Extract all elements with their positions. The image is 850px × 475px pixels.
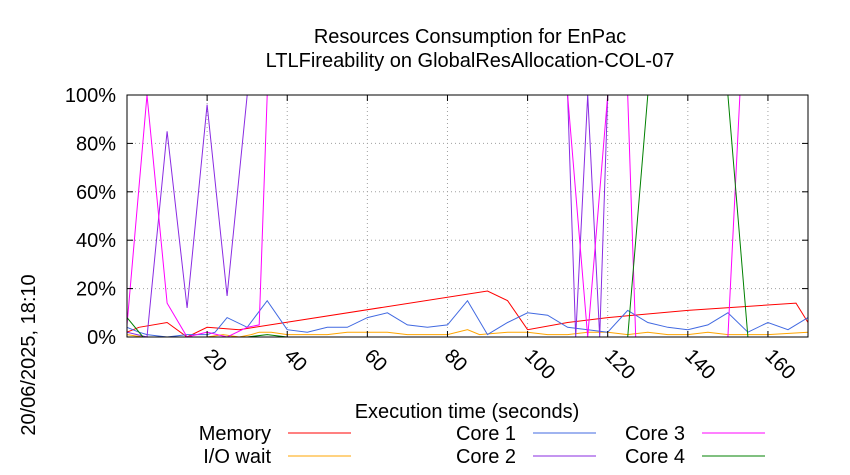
y-tick-label: 20% [76,279,116,301]
legend-label: Core 4 [625,446,685,468]
chart-title: Resources Consumption for EnPac [314,26,626,48]
x-axis-label: Execution time (seconds) [355,401,580,423]
legend-label: Memory [199,423,271,445]
series-line-core-1 [126,299,809,338]
plot-frame [126,94,809,338]
series-group [126,94,809,338]
legend-label: Core 2 [456,446,516,468]
x-axis: 20 40 60 80 100 120 140 160 [200,95,800,384]
y-tick-label: 60% [76,182,116,204]
side-timestamp-label: 20/06/2025, 18:10 [18,274,40,435]
x-tick-label: 40 [280,345,311,376]
y-tick-label: 100% [65,85,116,107]
grid-lines [127,95,808,337]
legend-label: Core 1 [456,423,516,445]
y-axis: 0% 20% 40% 60% 80% 100% [65,85,808,349]
x-tick-label: 140 [680,345,719,384]
legend-label: I/O wait [203,446,271,468]
series-line-memory [126,290,809,338]
x-tick-label: 80 [440,345,471,376]
legend-label: Core 3 [625,423,685,445]
x-tick-label: 20 [200,345,231,376]
series-line-i-o-wait [126,329,809,338]
y-tick-label: 40% [76,230,116,252]
y-tick-label: 0% [87,327,116,349]
chart-subtitle: LTLFireability on GlobalResAllocation-CO… [266,50,675,72]
x-tick-label: 100 [520,345,559,384]
x-tick-label: 160 [760,345,799,384]
y-tick-label: 80% [76,133,116,155]
x-tick-label: 120 [600,345,639,384]
x-tick-label: 60 [360,345,391,376]
